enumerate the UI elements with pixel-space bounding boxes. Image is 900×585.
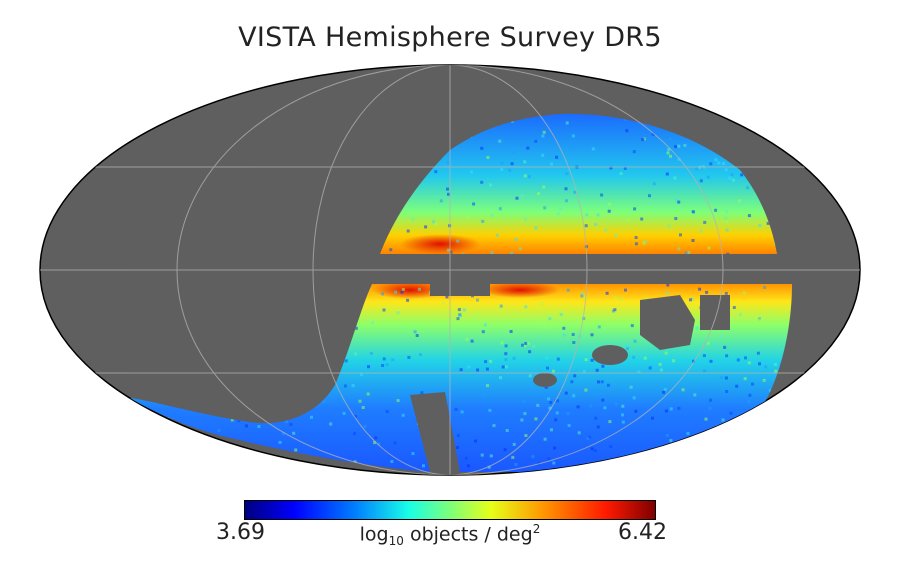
colorbar [244,500,656,520]
graticule [40,65,860,475]
colorbar-min-label: 3.69 [216,520,265,545]
colorbar-label: log10 objects / deg2 [359,522,541,549]
masked-regions [410,282,730,472]
map-title: VISTA Hemisphere Survey DR5 [238,22,662,53]
colorbar-max-label: 6.42 [618,520,667,545]
